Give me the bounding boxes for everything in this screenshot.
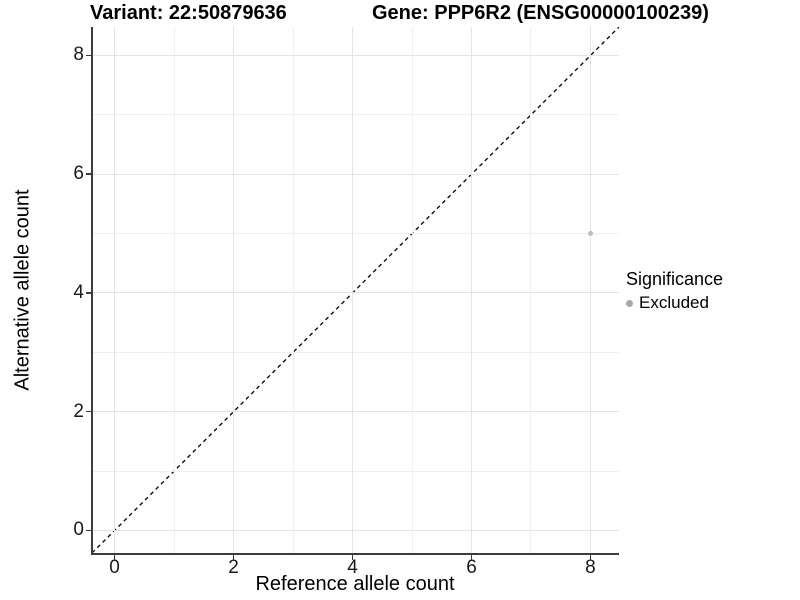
x-minor-gridline [173, 27, 175, 553]
y-tick-label: 4 [73, 281, 84, 303]
y-tick-mark [86, 292, 91, 294]
x-tick-label: 6 [466, 557, 477, 578]
y-major-gridline [92, 292, 619, 294]
y-minor-gridline [92, 351, 619, 353]
legend-point-icon [626, 299, 633, 307]
y-tick-label: 6 [73, 163, 84, 185]
x-minor-gridline [411, 27, 413, 553]
x-major-gridline [114, 27, 116, 553]
x-tick-mark [113, 554, 116, 560]
x-tick-label: 0 [109, 557, 120, 578]
legend-item-excluded: Excluded [626, 293, 723, 313]
y-axis-title: Alternative allele count [11, 189, 34, 391]
legend-item-label: Excluded [639, 293, 709, 312]
y-minor-gridline [92, 233, 619, 235]
y-major-gridline [92, 173, 619, 175]
legend-title: Significance [626, 269, 724, 289]
x-minor-gridline [530, 27, 532, 553]
y-tick-mark [86, 410, 91, 413]
plot-panel [92, 27, 619, 553]
y-tick-mark [86, 54, 91, 57]
y-major-gridline [92, 54, 619, 56]
x-tick-label: 2 [228, 557, 239, 578]
gene-title: Gene: PPP6R2 (ENSG00000100239) [372, 2, 709, 24]
y-tick-mark [86, 173, 91, 175]
x-tick-label: 4 [347, 557, 358, 578]
x-tick-mark [589, 554, 592, 560]
x-minor-gridline [292, 27, 294, 553]
x-axis-title: Reference allele count [255, 573, 455, 595]
x-tick-mark [470, 554, 473, 560]
y-axis-line [91, 27, 93, 554]
y-major-gridline [92, 529, 619, 531]
identity-dashed-line [92, 27, 619, 553]
y-tick-label: 2 [73, 400, 84, 422]
y-tick-mark [86, 529, 91, 532]
x-tick-label: 8 [585, 557, 596, 578]
x-tick-mark [232, 554, 235, 560]
x-major-gridline [233, 27, 235, 553]
x-major-gridline [470, 27, 472, 553]
y-tick-label: 0 [73, 519, 84, 541]
y-tick-label: 8 [73, 44, 84, 66]
x-major-gridline [589, 27, 591, 553]
variant-title: Variant: 22:50879636 [90, 2, 287, 24]
x-tick-mark [351, 554, 354, 560]
x-major-gridline [352, 27, 354, 553]
y-minor-gridline [92, 114, 619, 116]
y-minor-gridline [92, 470, 619, 472]
y-major-gridline [92, 411, 619, 413]
legend: Significance Excluded [626, 269, 723, 313]
data-point [587, 231, 593, 237]
x-axis-line [91, 553, 619, 555]
